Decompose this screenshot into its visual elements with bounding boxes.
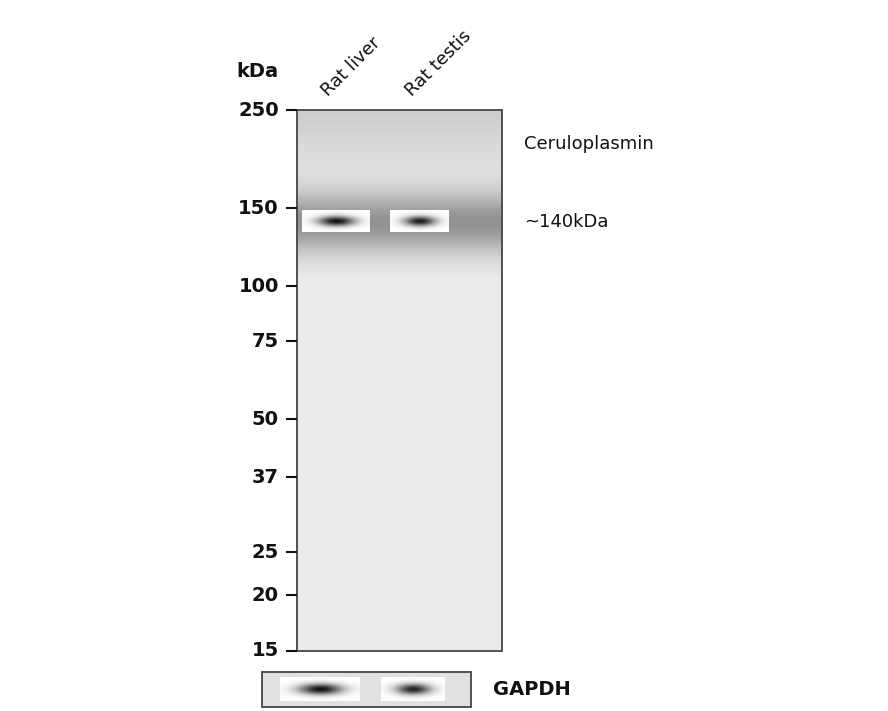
- Text: 150: 150: [238, 199, 279, 218]
- Text: Ceruloplasmin: Ceruloplasmin: [524, 134, 654, 153]
- Bar: [262, 672, 471, 707]
- Text: 50: 50: [252, 410, 279, 429]
- Text: GAPDH: GAPDH: [493, 680, 571, 699]
- Text: 15: 15: [251, 641, 279, 660]
- Text: Rat testis: Rat testis: [402, 27, 475, 100]
- Bar: [297, 110, 502, 651]
- Text: kDa: kDa: [237, 62, 279, 80]
- Text: 25: 25: [251, 543, 279, 562]
- Text: 100: 100: [239, 277, 279, 296]
- Text: ~140kDa: ~140kDa: [524, 213, 608, 230]
- Text: 20: 20: [252, 586, 279, 605]
- Text: Rat liver: Rat liver: [319, 33, 385, 100]
- Text: 37: 37: [252, 468, 279, 486]
- Text: 75: 75: [251, 332, 279, 351]
- Text: 250: 250: [238, 101, 279, 119]
